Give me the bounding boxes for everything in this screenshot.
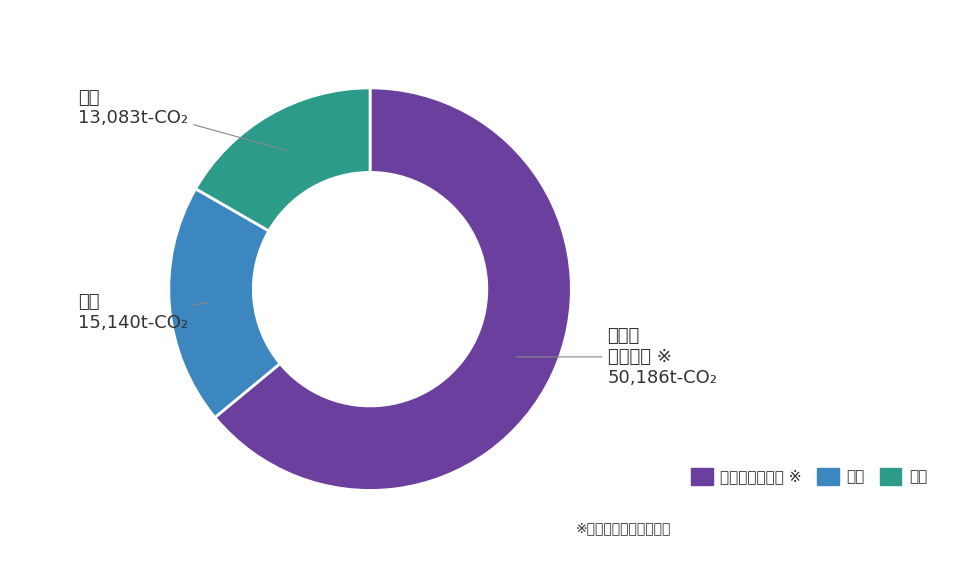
Text: ※日本、韓国、台湾地区: ※日本、韓国、台湾地区 bbox=[576, 522, 671, 536]
Text: 北米
15,140t-CO₂: 北米 15,140t-CO₂ bbox=[78, 293, 209, 332]
Legend: 日本・東アジア ※, 北米, 欧州: 日本・東アジア ※, 北米, 欧州 bbox=[685, 462, 933, 492]
Wedge shape bbox=[215, 88, 571, 490]
Wedge shape bbox=[196, 88, 370, 231]
Wedge shape bbox=[169, 189, 280, 417]
Text: 欧州
13,083t-CO₂: 欧州 13,083t-CO₂ bbox=[78, 88, 288, 151]
Text: 日本・
東アジア ※
50,186t-CO₂: 日本・ 東アジア ※ 50,186t-CO₂ bbox=[516, 327, 717, 387]
